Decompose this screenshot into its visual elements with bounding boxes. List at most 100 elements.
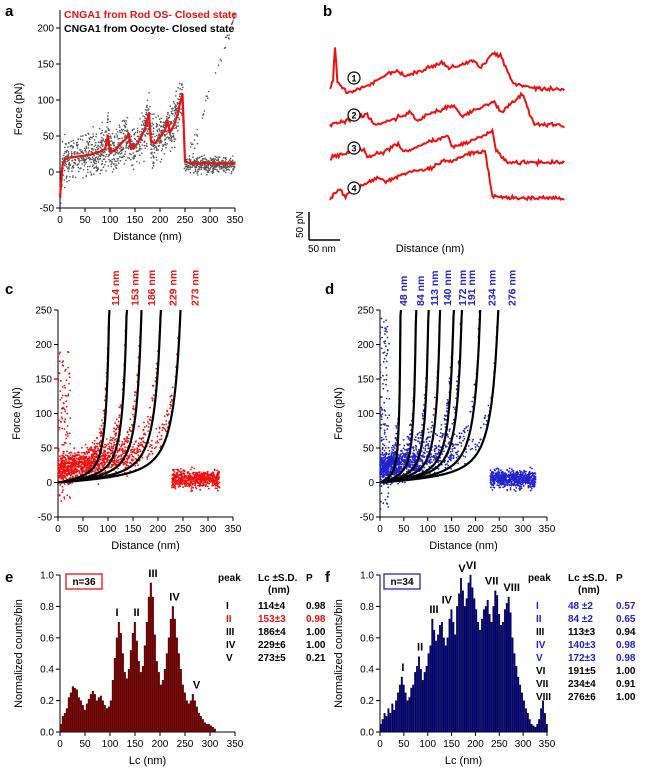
data-point: [172, 120, 175, 122]
data-point: [474, 443, 477, 446]
data-point: [205, 95, 208, 97]
data-point: [447, 460, 449, 462]
data-point: [61, 140, 64, 143]
data-point: [143, 119, 145, 122]
data-point: [65, 469, 68, 471]
data-point: [194, 134, 196, 136]
data-point: [110, 165, 113, 168]
data-point: [99, 145, 101, 148]
data-point: [163, 124, 165, 127]
data-point: [151, 399, 154, 402]
data-point: [160, 139, 162, 141]
data-point: [92, 164, 94, 166]
data-point: [152, 155, 155, 158]
data-point: [196, 135, 199, 137]
data-point: [418, 441, 421, 443]
data-point: [81, 446, 83, 449]
data-point: [81, 159, 84, 161]
data-point: [202, 478, 205, 480]
data-point: [124, 122, 127, 124]
data-point: [92, 159, 95, 162]
data-point: [69, 462, 72, 464]
data-point: [92, 463, 95, 465]
data-point: [172, 132, 175, 135]
data-point: [66, 412, 69, 415]
data-point: [196, 172, 198, 174]
data-point: [203, 480, 206, 483]
data-point: [63, 152, 66, 155]
data-point: [144, 441, 146, 444]
data-point: [217, 170, 219, 173]
data-point: [72, 176, 74, 179]
data-point: [102, 422, 104, 424]
data-point: [82, 455, 84, 457]
data-point: [124, 439, 127, 442]
data-point: [401, 467, 404, 470]
data-point: [155, 156, 158, 158]
data-point: [180, 472, 183, 475]
data-point: [173, 485, 176, 487]
data-point: [64, 386, 66, 389]
data-point: [382, 423, 385, 426]
data-point: [119, 155, 121, 158]
data-point: [141, 144, 144, 146]
data-point: [150, 143, 152, 145]
data-point: [75, 153, 77, 155]
data-point: [108, 132, 110, 135]
data-point: [173, 468, 176, 471]
data-point: [115, 151, 117, 153]
data-point: [59, 455, 61, 458]
legend-entry-rod-os: CNGA1 from Rod OS- Closed state: [64, 9, 237, 21]
data-point: [94, 159, 96, 161]
data-point: [91, 156, 94, 158]
data-point: [422, 447, 425, 449]
data-point: [160, 438, 163, 441]
x-tick-label: 0: [55, 524, 61, 535]
data-point: [385, 366, 388, 369]
data-point: [192, 160, 194, 163]
data-point: [165, 420, 168, 422]
data-point: [387, 506, 390, 508]
data-point: [177, 87, 179, 89]
data-point: [208, 473, 211, 476]
data-point: [110, 136, 112, 138]
data-point: [172, 469, 175, 472]
data-point: [69, 417, 72, 419]
data-point: [214, 158, 217, 160]
data-point: [209, 481, 212, 483]
data-point: [380, 418, 383, 421]
data-point: [136, 160, 138, 163]
data-point: [112, 447, 114, 450]
trace-4: [329, 149, 565, 202]
data-point: [75, 142, 78, 144]
data-point: [196, 134, 198, 136]
data-point: [80, 467, 82, 469]
data-point: [57, 465, 60, 467]
data-point: [84, 453, 86, 456]
data-point: [379, 413, 382, 416]
data-point: [64, 394, 67, 397]
data-point: [68, 164, 71, 167]
data-point: [66, 450, 68, 453]
data-point: [133, 133, 136, 135]
data-point: [229, 157, 232, 160]
data-point: [191, 489, 194, 492]
data-point: [192, 143, 194, 145]
data-point: [70, 452, 73, 454]
data-point: [199, 488, 202, 491]
data-point: [212, 473, 214, 476]
data-point: [101, 458, 104, 460]
data-point: [182, 472, 185, 474]
data-point: [160, 131, 162, 133]
data-point: [205, 475, 208, 478]
data-point: [190, 468, 192, 471]
data-point: [82, 463, 85, 465]
data-point: [451, 448, 454, 450]
data-point: [77, 157, 79, 160]
data-point: [158, 133, 160, 135]
x-tick-label: 350: [227, 215, 244, 226]
data-point: [167, 129, 169, 132]
data-point: [61, 161, 63, 163]
data-point: [212, 169, 215, 171]
data-point: [122, 133, 125, 135]
